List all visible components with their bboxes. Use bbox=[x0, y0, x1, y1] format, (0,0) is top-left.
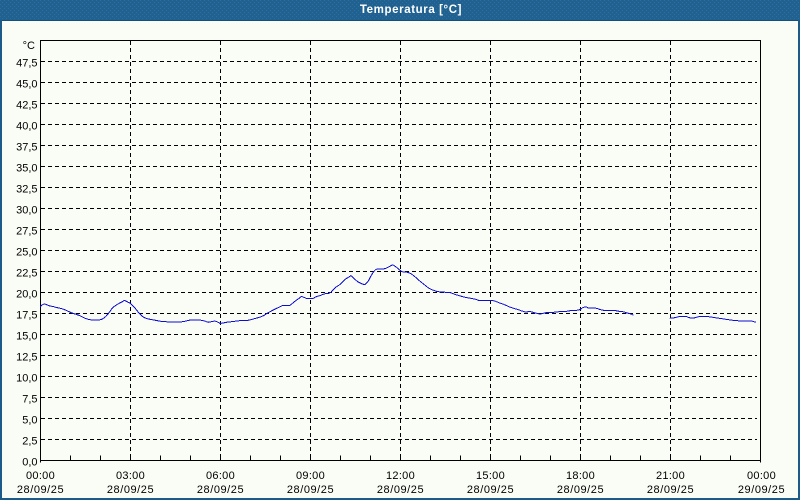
svg-text:27,5: 27,5 bbox=[16, 226, 37, 238]
svg-text:10,0: 10,0 bbox=[16, 373, 37, 385]
svg-text:21:00: 21:00 bbox=[656, 470, 685, 482]
svg-text:28/09/25: 28/09/25 bbox=[377, 484, 424, 496]
svg-text:18:00: 18:00 bbox=[566, 470, 595, 482]
svg-text:00:00: 00:00 bbox=[747, 470, 776, 482]
svg-text:28/09/25: 28/09/25 bbox=[197, 484, 244, 496]
svg-text:45,0: 45,0 bbox=[16, 79, 37, 91]
svg-text:15:00: 15:00 bbox=[476, 470, 505, 482]
svg-text:28/09/25: 28/09/25 bbox=[107, 484, 154, 496]
svg-text:5,0: 5,0 bbox=[22, 415, 37, 427]
svg-text:09:00: 09:00 bbox=[296, 470, 325, 482]
svg-text:06:00: 06:00 bbox=[206, 470, 235, 482]
svg-text:28/09/25: 28/09/25 bbox=[287, 484, 334, 496]
svg-text:35,0: 35,0 bbox=[16, 163, 37, 175]
svg-text:29/09/25: 29/09/25 bbox=[738, 484, 785, 496]
svg-text:30,0: 30,0 bbox=[16, 205, 37, 217]
svg-text:00:00: 00:00 bbox=[26, 470, 55, 482]
svg-text:15,0: 15,0 bbox=[16, 331, 37, 343]
svg-text:22,5: 22,5 bbox=[16, 268, 37, 280]
svg-text:12,5: 12,5 bbox=[16, 352, 37, 364]
svg-text:32,5: 32,5 bbox=[16, 184, 37, 196]
svg-text:40,0: 40,0 bbox=[16, 121, 37, 133]
svg-text:03:00: 03:00 bbox=[116, 470, 145, 482]
svg-text:7,5: 7,5 bbox=[22, 394, 37, 406]
svg-text:°C: °C bbox=[23, 40, 35, 52]
svg-text:28/09/25: 28/09/25 bbox=[467, 484, 514, 496]
svg-text:12:00: 12:00 bbox=[386, 470, 415, 482]
svg-text:2,5: 2,5 bbox=[22, 436, 37, 448]
svg-text:37,5: 37,5 bbox=[16, 142, 37, 154]
svg-text:28/09/25: 28/09/25 bbox=[647, 484, 694, 496]
svg-text:42,5: 42,5 bbox=[16, 100, 37, 112]
svg-text:17,5: 17,5 bbox=[16, 310, 37, 322]
svg-text:28/09/25: 28/09/25 bbox=[17, 484, 64, 496]
svg-text:47,5: 47,5 bbox=[16, 58, 37, 70]
svg-text:25,0: 25,0 bbox=[16, 247, 37, 259]
svg-text:28/09/25: 28/09/25 bbox=[557, 484, 604, 496]
svg-text:20,0: 20,0 bbox=[16, 289, 37, 301]
svg-text:0,0: 0,0 bbox=[22, 457, 37, 469]
